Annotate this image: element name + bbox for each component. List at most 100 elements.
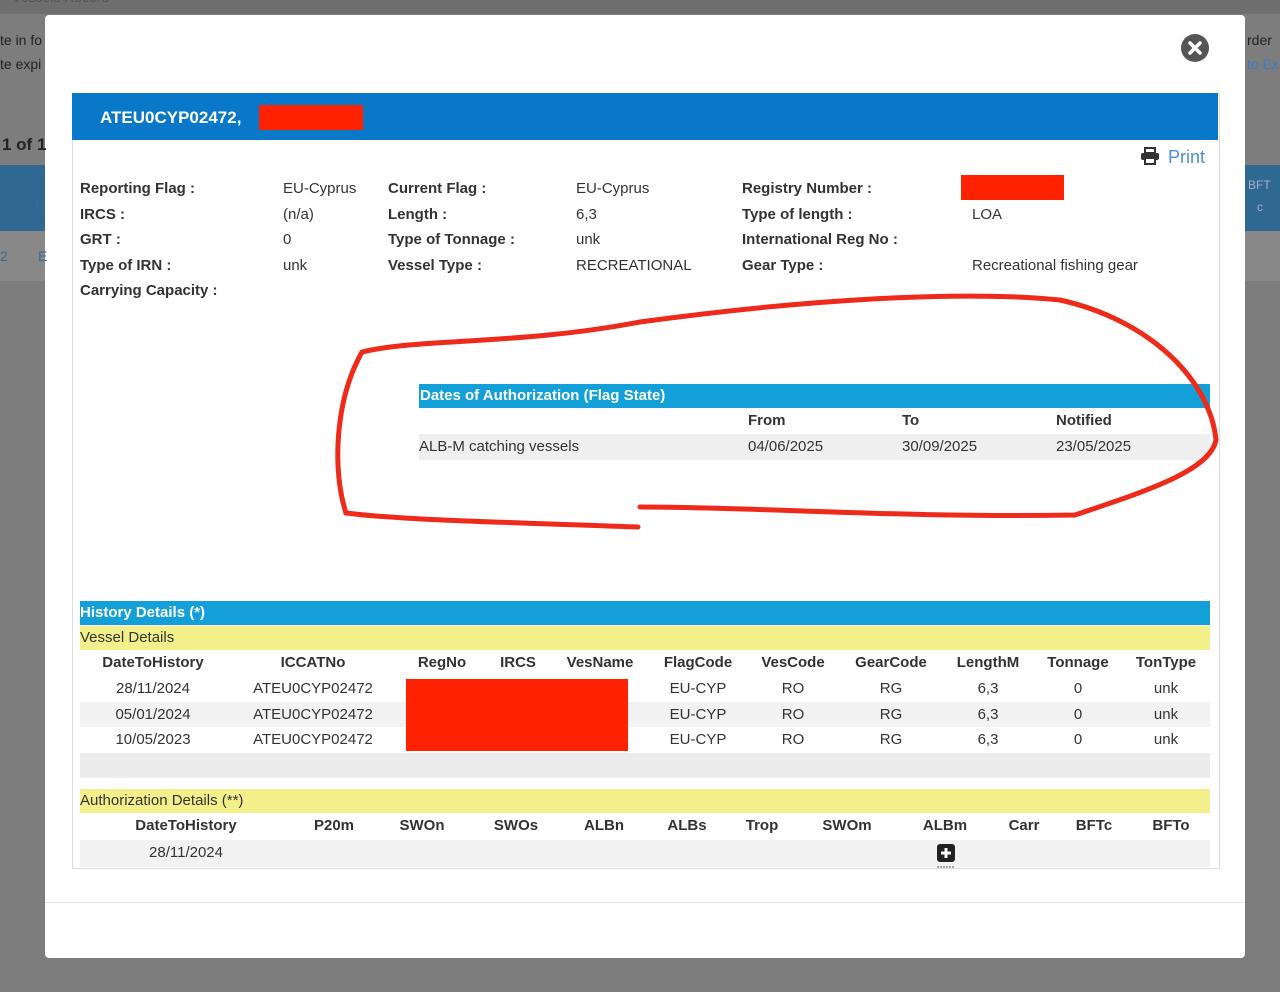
bg-text: 2 — [0, 248, 8, 264]
print-link[interactable]: Print — [1168, 147, 1206, 167]
row-bg — [80, 753, 1210, 778]
redaction — [961, 175, 1064, 200]
cell: ALB-M catching vessels — [419, 438, 580, 455]
field-value: EU-Cyprus — [283, 180, 357, 197]
column-header: Trop — [745, 817, 779, 834]
cell: ATEU0CYP02472 — [253, 705, 373, 723]
field-label: IRCS : — [80, 205, 125, 223]
column-header: SWOm — [822, 817, 872, 834]
cell: unk — [1153, 705, 1179, 723]
field-value: 6,3 — [576, 205, 597, 223]
expand-icon[interactable] — [936, 843, 956, 869]
column-header: ALBn — [584, 817, 624, 834]
bg-text: te in fo — [0, 32, 43, 48]
cell: 10/05/2023 — [115, 731, 191, 748]
field-value: unk — [576, 231, 601, 248]
cell: unk — [1153, 731, 1179, 748]
modal-body — [72, 93, 1220, 869]
column-header: DateToHistory — [135, 817, 237, 834]
column-header: From — [748, 412, 786, 429]
print-icon[interactable] — [1140, 147, 1160, 165]
cell: RG — [879, 731, 903, 748]
cell: EU-CYP — [669, 705, 727, 723]
field-value: 0 — [283, 231, 292, 248]
field-label: Reporting Flag : — [80, 180, 195, 197]
cell: 05/01/2024 — [115, 705, 191, 723]
field-value: (n/a) — [283, 205, 314, 223]
cell: EU-CYP — [669, 680, 727, 697]
cell: 28/11/2024 — [116, 680, 190, 697]
bg-text: R — [35, 198, 46, 214]
auth-header-bar — [419, 384, 1210, 408]
section-title: Dates of Authorization (Flag State) — [420, 387, 666, 404]
bg-text: c — [1257, 200, 1263, 214]
column-header: P20m — [313, 817, 355, 834]
bg-text: BFT — [1248, 178, 1271, 192]
column-header: VesName — [566, 654, 634, 671]
cell: RO — [781, 680, 805, 697]
field-value: Recreational fishing gear — [972, 256, 1138, 274]
modal-title: ATEU0CYP02472, — [100, 108, 242, 127]
auth-details-bar — [80, 789, 1210, 813]
bg-topbar — [0, 0, 1280, 14]
cell: 30/09/2025 — [902, 438, 978, 455]
column-header: Tonnage — [1047, 654, 1109, 671]
cell: EU-CYP — [669, 731, 727, 748]
cell: 6,3 — [977, 705, 999, 723]
field-label: Gear Type : — [742, 256, 824, 274]
row-bg — [80, 840, 1210, 867]
field-label: Vessel Type : — [388, 256, 482, 274]
field-value: EU-Cyprus — [576, 180, 650, 197]
cell: RO — [781, 705, 805, 723]
close-button[interactable] — [1180, 33, 1210, 63]
field-label: Type of IRN : — [80, 256, 172, 274]
column-header: LengthM — [956, 654, 1020, 671]
cell: 04/06/2025 — [748, 438, 824, 455]
column-header: BFTc — [1075, 817, 1113, 834]
column-header: GearCode — [855, 654, 927, 671]
bg-text: rder — [1247, 32, 1272, 48]
cell: 23/05/2025 — [1056, 438, 1132, 455]
redaction — [259, 105, 363, 130]
page-title: Vessels Record — [12, 0, 109, 6]
bg-text: E — [38, 248, 48, 264]
cell: 0 — [1073, 731, 1083, 748]
cell: ATEU0CYP02472 — [253, 731, 373, 748]
cell: ATEU0CYP02472 — [253, 680, 373, 697]
column-header: VesCode — [761, 654, 825, 671]
redaction — [406, 679, 628, 751]
column-header: Carr — [1008, 817, 1040, 834]
field-value: LOA — [972, 205, 1003, 223]
field-label: Current Flag : — [388, 180, 487, 197]
field-label: Length : — [388, 205, 448, 223]
column-header: ALBs — [667, 817, 707, 834]
column-header: ALBm — [922, 817, 968, 834]
field-label: Carrying Capacity : — [80, 282, 218, 299]
column-header: TonType — [1135, 654, 1197, 671]
column-header: SWOs — [493, 817, 539, 834]
field-label: Type of length : — [742, 205, 853, 223]
cell: 6,3 — [977, 731, 999, 748]
cell: 0 — [1073, 680, 1083, 697]
auth-row-bg — [419, 434, 1210, 460]
subsection-title: Authorization Details (**) — [80, 792, 244, 809]
vessel-details-bar — [80, 626, 1210, 650]
column-header: BFTo — [1152, 817, 1190, 834]
field-label: Type of Tonnage : — [388, 231, 515, 248]
field-value: unk — [283, 256, 308, 274]
bg-text: to Ex — [1247, 56, 1279, 72]
cell: unk — [1153, 680, 1179, 697]
cell: RO — [781, 731, 805, 748]
field-label: GRT : — [80, 231, 121, 248]
cell: RG — [879, 705, 903, 723]
field-value: RECREATIONAL — [576, 256, 692, 274]
cell: 6,3 — [977, 680, 999, 697]
column-header: FlagCode — [663, 654, 733, 671]
history-bar — [80, 601, 1210, 625]
field-label: Registry Number : — [742, 180, 873, 197]
cell: RG — [879, 680, 903, 697]
column-header: To — [902, 412, 920, 429]
bg-text: 1 of 1 — [2, 135, 47, 154]
